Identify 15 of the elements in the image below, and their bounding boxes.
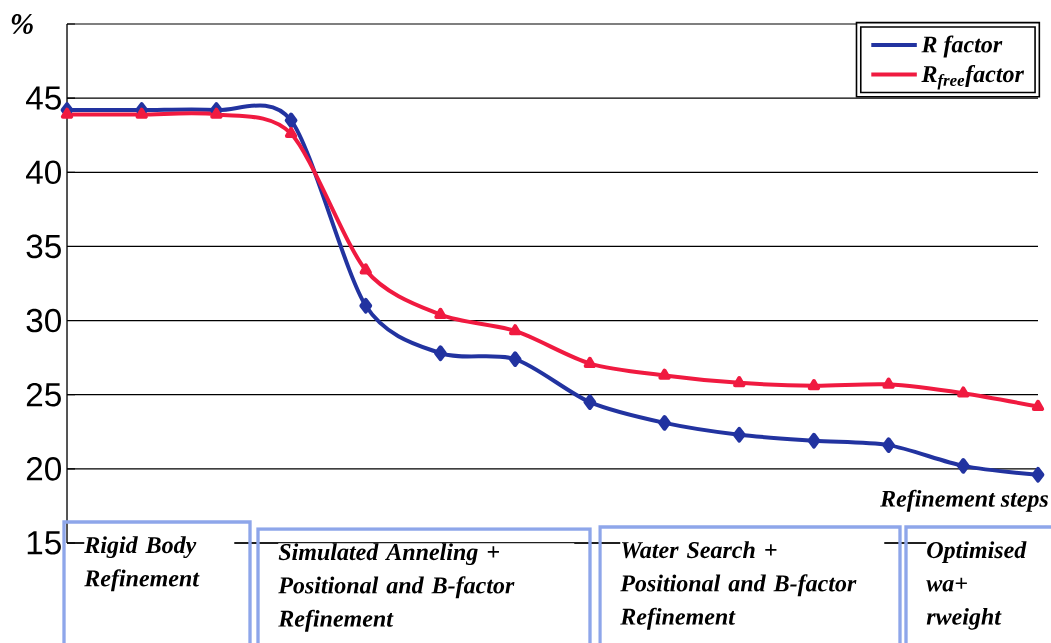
legend-label: R factor — [921, 35, 1003, 58]
text: R$_{free}$factor — [921, 65, 1025, 90]
y-axis-title: % — [11, 14, 33, 34]
y-tick-label: 30 — [26, 308, 61, 333]
annotation: Rigid Body Refinement — [84, 536, 200, 592]
y-tick-label: 45 — [26, 86, 61, 110]
y-tick-label: 25 — [26, 382, 61, 407]
annotation: Optimised wa+ rweight — [926, 541, 1027, 630]
y-tick-label: 35 — [26, 234, 61, 259]
x-axis-title: Refinement steps — [880, 489, 1048, 512]
text: Simulated Anneling + Positional and B-factor Refinement — [278, 543, 515, 632]
y-tick-label: 40 — [26, 160, 61, 185]
y-tick-label: 15 — [27, 531, 61, 555]
annotation: Water Search + Positional and B-factor Refinement — [620, 541, 857, 630]
y-tick-label: 20 — [26, 457, 61, 481]
